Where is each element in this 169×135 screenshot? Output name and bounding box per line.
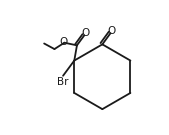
Text: O: O [107, 26, 116, 36]
Text: Br: Br [57, 77, 68, 87]
Text: O: O [81, 28, 89, 38]
Text: O: O [59, 37, 67, 47]
